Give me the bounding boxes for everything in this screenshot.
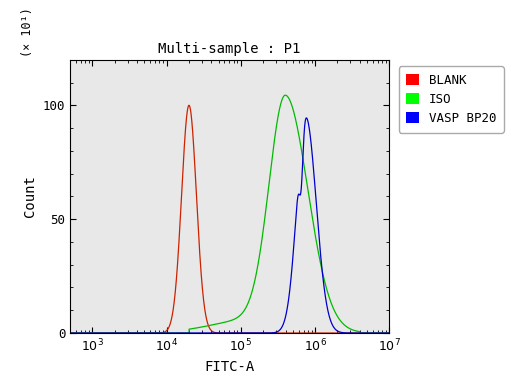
- Y-axis label: Count: Count: [23, 176, 37, 217]
- ISO: [270, 150, 276, 154]
- ISO: [304, 180, 310, 185]
- BLANK: [83, 331, 89, 335]
- Legend: BLANK, ISO, VASP BP20: BLANK, ISO, VASP BP20: [399, 66, 504, 133]
- Line: ISO: ISO: [70, 95, 389, 333]
- VASP BP20: [256, 331, 262, 335]
- X-axis label: FITC-A: FITC-A: [205, 360, 255, 374]
- VASP BP20: [386, 331, 392, 335]
- BLANK: [256, 331, 262, 335]
- Text: (× 10¹): (× 10¹): [21, 7, 34, 57]
- BLANK: [386, 331, 392, 335]
- ISO: [386, 331, 392, 335]
- VASP BP20: [83, 331, 89, 335]
- ISO: [256, 257, 262, 261]
- BLANK: [183, 125, 189, 130]
- VASP BP20: [67, 331, 73, 335]
- BLANK: [67, 331, 73, 335]
- ISO: [67, 331, 73, 335]
- ISO: [83, 331, 89, 335]
- ISO: [321, 275, 327, 280]
- VASP BP20: [304, 116, 310, 120]
- ISO: [183, 331, 189, 335]
- Line: VASP BP20: VASP BP20: [70, 118, 389, 333]
- BLANK: [186, 103, 192, 107]
- Title: Multi-sample : P1: Multi-sample : P1: [158, 42, 301, 56]
- Line: BLANK: BLANK: [70, 105, 389, 333]
- VASP BP20: [304, 116, 310, 120]
- VASP BP20: [270, 331, 276, 335]
- VASP BP20: [183, 331, 189, 335]
- BLANK: [270, 331, 276, 335]
- BLANK: [321, 331, 327, 335]
- BLANK: [304, 331, 310, 335]
- ISO: [282, 93, 288, 98]
- VASP BP20: [321, 283, 327, 287]
